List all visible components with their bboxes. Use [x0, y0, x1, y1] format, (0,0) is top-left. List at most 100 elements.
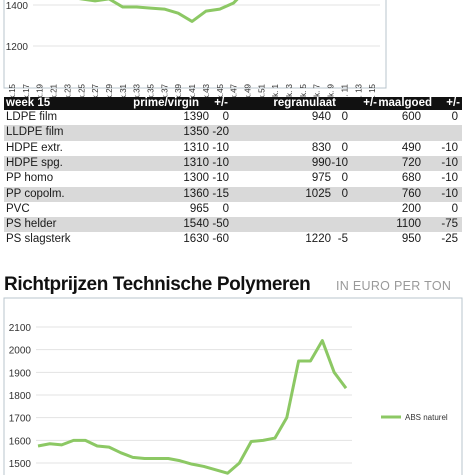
x-tick-label: wk.17 — [22, 83, 31, 105]
table-cell: -10 — [441, 172, 458, 185]
table-cell: 1350 — [183, 126, 209, 139]
table-cell: -10 — [441, 156, 458, 169]
table-row: PVC 965 0 200 0 — [4, 201, 462, 218]
table-cell: 950 — [401, 233, 421, 246]
header-cell: prime/virgin — [133, 97, 199, 109]
table-cell: 0 — [451, 202, 458, 215]
table-cell: -10 — [441, 141, 458, 154]
table-row: PP homo 1300 -10 975 0 680 -10 — [4, 171, 462, 187]
x-tick-label: wk. 7 — [313, 83, 322, 103]
x-tick-label: wk.29 — [105, 83, 114, 105]
table-cell: 760 — [401, 187, 421, 200]
x-tick-label: wk. 3 — [285, 83, 294, 103]
x-tick-label: wk.23 — [63, 83, 72, 105]
chart-frame — [3, 0, 387, 89]
table-cell: 1390 — [183, 111, 209, 123]
x-tick-label: wk. 9 — [327, 83, 336, 103]
table-cell: 0 — [222, 202, 229, 215]
table-cell: -50 — [212, 218, 229, 231]
table-row: PP copolm. 1360 -15 1025 0 760 -10 — [4, 186, 462, 202]
table-row: HDPE extr. 1310 -10 830 0 490 -10 — [4, 140, 462, 156]
table-cell: 1220 — [305, 233, 331, 246]
legend-label: ABS naturel — [405, 413, 448, 422]
table-row: PS slagsterk 1630 -60 1220 -5 950 -25 — [4, 232, 462, 248]
table-cell: 1025 — [305, 187, 331, 200]
table-cell: -60 — [212, 233, 229, 246]
table-cell: -10 — [331, 156, 348, 169]
x-tick-label: wk.39 — [174, 83, 183, 105]
table-cell: 0 — [222, 111, 229, 123]
table-cell: 0 — [341, 141, 348, 154]
x-tick-label: wk.37 — [160, 83, 169, 105]
header-cell: +/- — [446, 97, 460, 109]
row-label: PP homo — [6, 172, 54, 185]
table-cell: -75 — [441, 218, 458, 231]
table-cell: 720 — [401, 156, 421, 169]
table-cell: -15 — [212, 187, 229, 200]
row-label: PS helder — [6, 218, 57, 231]
row-label: PVC — [6, 202, 30, 215]
table-cell: 0 — [341, 172, 348, 185]
table-cell: 1360 — [183, 187, 209, 200]
table-row: PS helder 1540 -50 1100 -75 — [4, 217, 462, 233]
line-series — [78, 0, 239, 23]
table-cell: 965 — [189, 202, 209, 215]
table-cell: 490 — [401, 141, 421, 154]
y-tick-label: 1400 — [6, 1, 29, 12]
x-tick-label: wk.15 — [8, 83, 17, 105]
table-cell: 0 — [341, 111, 348, 123]
table-cell: 0 — [451, 111, 458, 123]
row-label: HDPE spg. — [6, 156, 63, 169]
x-tick-label: wk. 1 — [271, 83, 280, 103]
table-cell: -10 — [212, 156, 229, 169]
y-tick-label: 1800 — [9, 391, 32, 402]
y-tick-label: 1600 — [9, 436, 32, 447]
table-row: LDPE film 1390 0 940 0 600 0 — [4, 110, 462, 126]
table-cell: -10 — [212, 141, 229, 154]
y-tick-label: 1200 — [6, 42, 29, 53]
table-cell: 940 — [311, 111, 331, 123]
y-tick-label: 1700 — [9, 414, 32, 425]
y-tick-label: 2000 — [9, 346, 32, 357]
x-tick-label: wk. 5 — [299, 83, 308, 103]
x-tick-label: wk.31 — [119, 83, 128, 105]
x-tick-label: wk.51 — [257, 83, 266, 105]
header-cell: +/- — [214, 97, 228, 109]
x-tick-label: wk.49 — [243, 83, 252, 105]
x-tick-label: wk.41 — [188, 83, 197, 105]
header-cell: +/- — [363, 97, 377, 109]
header-cell: week 15 — [6, 97, 51, 109]
row-label: PP copolm. — [6, 187, 65, 200]
table-cell: 600 — [401, 111, 421, 123]
table-cell: -25 — [441, 233, 458, 246]
table-cell: 990 — [311, 156, 331, 169]
table-cell: 975 — [311, 172, 331, 185]
section-subtitle: IN EURO PER TON — [336, 279, 451, 293]
header-cell: maalgoed — [378, 97, 432, 109]
x-tick-label: wk.25 — [77, 83, 86, 105]
x-tick-label: wk.45 — [216, 83, 225, 105]
y-tick-label: 1900 — [9, 368, 32, 379]
table-cell: 1310 — [183, 141, 209, 154]
table-cell: 1300 — [183, 172, 209, 185]
table-cell: 200 — [401, 202, 421, 215]
y-tick-label: 2100 — [9, 323, 32, 334]
row-label: HDPE extr. — [6, 141, 63, 154]
table-row: LLDPE film 1350 -20 — [4, 125, 462, 141]
table-cell: -5 — [337, 233, 348, 246]
table-cell: -10 — [212, 172, 229, 185]
x-tick-label: wk.43 — [202, 83, 211, 105]
y-tick-label: 1500 — [9, 459, 32, 470]
row-label: LLDPE film — [6, 126, 64, 139]
x-tick-label: wk.35 — [147, 83, 156, 105]
x-tick-label: wk.47 — [230, 83, 239, 105]
table-header: week 15 prime/virgin +/- regranulaat +/- maal… — [4, 97, 462, 110]
x-tick-label: wk. 13 — [354, 83, 363, 108]
table-cell: 830 — [311, 141, 331, 154]
table-cell: 0 — [341, 187, 348, 200]
x-tick-label: wk.33 — [133, 83, 142, 105]
row-label: LDPE film — [6, 111, 58, 123]
table-cell: 1310 — [183, 156, 209, 169]
